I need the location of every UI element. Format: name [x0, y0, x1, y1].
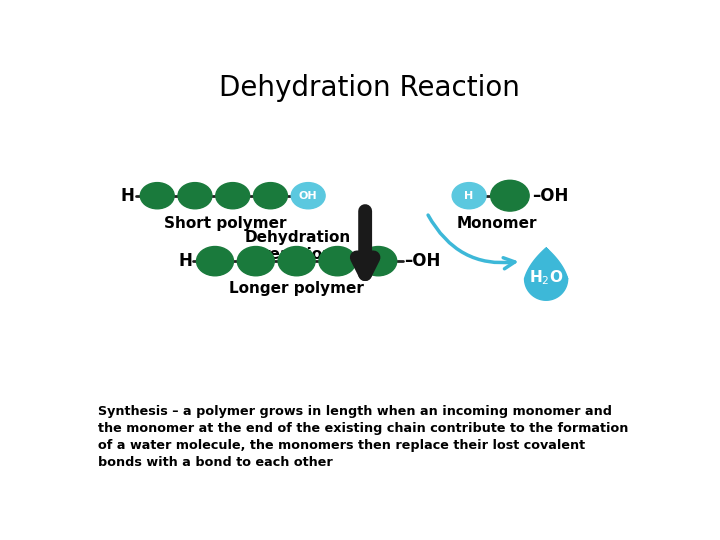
Ellipse shape: [238, 247, 274, 276]
Text: H: H: [120, 187, 134, 205]
Ellipse shape: [490, 180, 529, 211]
Polygon shape: [525, 248, 567, 300]
Ellipse shape: [178, 183, 212, 209]
Ellipse shape: [319, 247, 356, 276]
Ellipse shape: [278, 247, 315, 276]
Text: Dehydration Reaction: Dehydration Reaction: [219, 74, 519, 102]
Ellipse shape: [216, 183, 250, 209]
Ellipse shape: [452, 183, 486, 209]
Ellipse shape: [253, 183, 287, 209]
Text: Longer polymer: Longer polymer: [229, 281, 364, 296]
Text: Synthesis – a polymer grows in length when an incoming monomer and
the monomer a: Synthesis – a polymer grows in length wh…: [98, 405, 629, 469]
Ellipse shape: [140, 183, 174, 209]
Ellipse shape: [197, 247, 233, 276]
Ellipse shape: [291, 183, 325, 209]
Text: H: H: [178, 252, 192, 270]
Text: Dehydration
reaction: Dehydration reaction: [245, 230, 351, 262]
Text: H: H: [464, 191, 474, 201]
Ellipse shape: [360, 247, 397, 276]
Text: OH: OH: [299, 191, 318, 201]
Text: H$_2$O: H$_2$O: [529, 268, 563, 287]
Text: Monomer: Monomer: [457, 215, 537, 231]
Text: –OH: –OH: [532, 187, 569, 205]
Text: Short polymer: Short polymer: [163, 215, 287, 231]
FancyArrowPatch shape: [428, 215, 515, 269]
Text: –OH: –OH: [405, 252, 441, 270]
